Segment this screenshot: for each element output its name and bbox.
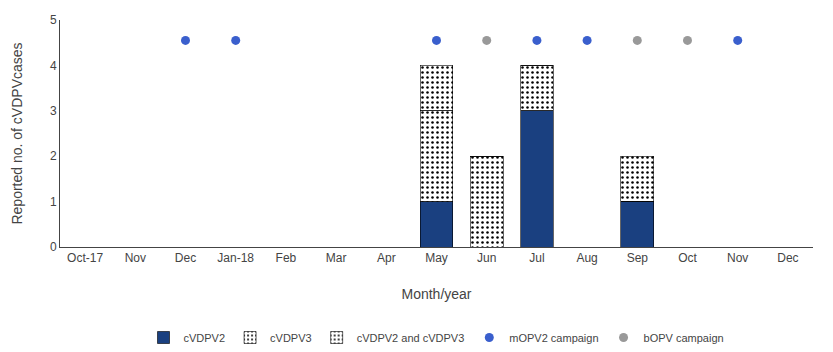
svg-text:cVDPV2 and cVDPV3: cVDPV2 and cVDPV3 (357, 332, 465, 344)
svg-text:2: 2 (50, 149, 57, 163)
svg-text:mOPV2 campaign: mOPV2 campaign (509, 332, 598, 344)
svg-text:Reported no. of cVDPVcases: Reported no. of cVDPVcases (9, 42, 25, 224)
svg-text:Jun: Jun (477, 251, 496, 265)
svg-text:Oct: Oct (678, 251, 697, 265)
svg-text:Jul: Jul (529, 251, 544, 265)
svg-text:Aug: Aug (576, 251, 597, 265)
svg-text:Dec: Dec (175, 251, 196, 265)
svg-text:Feb: Feb (276, 251, 297, 265)
svg-text:cVDPV2: cVDPV2 (184, 332, 226, 344)
svg-text:Nov: Nov (727, 251, 748, 265)
svg-text:1: 1 (50, 195, 57, 209)
svg-text:Apr: Apr (377, 251, 396, 265)
svg-text:May: May (425, 251, 448, 265)
svg-text:4: 4 (50, 59, 57, 73)
svg-text:0: 0 (50, 240, 57, 254)
svg-text:Dec: Dec (777, 251, 798, 265)
svg-text:Oct-17: Oct-17 (67, 251, 103, 265)
svg-text:Mar: Mar (326, 251, 347, 265)
svg-text:Month/year: Month/year (401, 286, 471, 302)
svg-text:3: 3 (50, 104, 57, 118)
svg-text:5: 5 (50, 13, 57, 27)
svg-text:Jan-18: Jan-18 (217, 251, 254, 265)
svg-text:Nov: Nov (125, 251, 146, 265)
svg-text:Sep: Sep (627, 251, 649, 265)
svg-text:cVDPV3: cVDPV3 (270, 332, 312, 344)
svg-text:bOPV campaign: bOPV campaign (644, 332, 724, 344)
